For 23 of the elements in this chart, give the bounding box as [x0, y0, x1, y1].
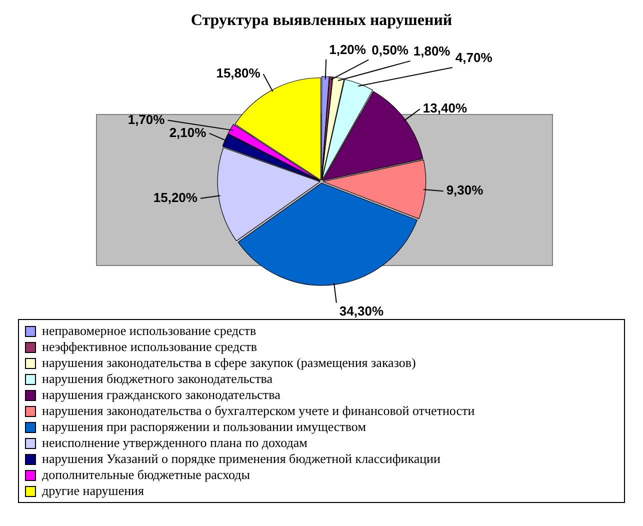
legend-label: другие нарушения: [42, 483, 144, 499]
data-label: 15,80%: [216, 66, 261, 81]
legend-label: нарушения Указаний о порядке применения бюджетной классификации: [42, 451, 440, 467]
data-label: 9,30%: [446, 182, 484, 198]
legend-label: нарушения законодательства в сфере закупок (размещения заказов): [42, 355, 416, 371]
data-label: 1,20%: [329, 42, 366, 57]
data-label: 2,10%: [169, 124, 207, 140]
data-label: 1,70%: [128, 112, 166, 127]
legend-label: нарушения бюджетного законодательства: [42, 371, 272, 387]
legend-label: неэффективное использование средств: [42, 339, 258, 355]
data-label: 0,50%: [372, 42, 409, 58]
legend-label: нарушения гражданского законодательства: [42, 387, 280, 403]
chart-title: Структура выявленных нарушений: [190, 11, 454, 31]
legend-label: нарушения при распоряжении и пользовании имуществом: [42, 419, 366, 435]
data-label: 13,40%: [422, 100, 468, 116]
legend-label: нарушения законодательства о бухгалтерском учете и финансовой отчетности: [42, 403, 475, 419]
legend-label: дополнительные бюджетные расходы: [42, 467, 250, 483]
data-label: 1,80%: [413, 44, 451, 59]
data-label: 15,20%: [153, 190, 198, 205]
data-label: 4,70%: [455, 50, 493, 66]
data-label: 34,30%: [339, 303, 384, 318]
legend-label: неправомерное использование средств: [42, 323, 256, 339]
legend-label: неисполнение утвержденного плана по доходам: [42, 435, 308, 451]
